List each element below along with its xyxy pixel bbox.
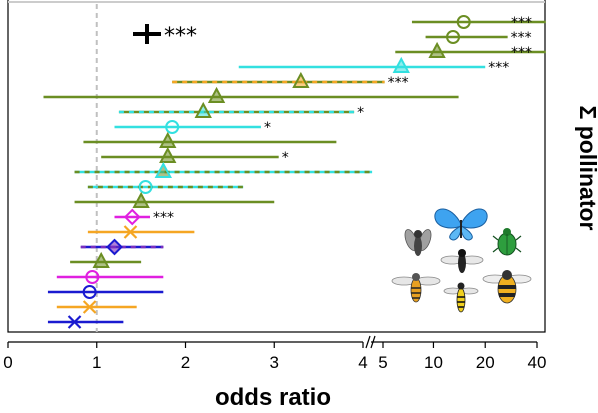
hoverfly-icon <box>391 273 441 303</box>
row-4: *** <box>238 56 509 76</box>
estimate-triangle <box>132 191 150 208</box>
axis-break-b <box>370 335 376 349</box>
estimate-triangle <box>159 146 177 163</box>
significance-label: *** <box>153 210 174 226</box>
row-15 <box>87 225 195 239</box>
green-beetle-icon <box>492 228 522 256</box>
insect-icons <box>391 208 532 313</box>
axis-break-a <box>365 335 371 349</box>
significance-label: * <box>357 105 364 121</box>
row-3: *** <box>395 41 546 61</box>
significance-label: * <box>282 150 289 166</box>
striped-hoverfly-icon <box>443 282 479 313</box>
estimate-triangle <box>194 101 212 118</box>
estimate-triangle <box>92 251 110 268</box>
estimate-triangle <box>159 131 177 148</box>
x-tick-label: 10 <box>424 353 443 372</box>
significance-label: * <box>264 120 271 136</box>
estimate-diamond <box>123 208 141 226</box>
row-11 <box>74 161 373 178</box>
estimate-circle <box>446 30 461 44</box>
x-tick-label: 1 <box>92 353 101 372</box>
estimate-x-b <box>67 315 82 329</box>
significance-label: *** <box>488 60 509 76</box>
grey-fly-icon <box>404 229 432 256</box>
row-13 <box>74 191 275 208</box>
x-tick-label: 4 <box>358 353 367 372</box>
estimate-circle <box>456 15 471 29</box>
black-white-fly-icon <box>440 249 484 273</box>
x-tick-label: 40 <box>528 353 547 372</box>
significance-label: *** <box>388 75 409 91</box>
estimate-diamond <box>106 238 123 256</box>
row-21 <box>47 315 124 329</box>
bumblebee-icon <box>482 270 532 304</box>
legend-label: *** <box>164 24 197 49</box>
row-17 <box>70 251 142 268</box>
estimate-circle <box>82 285 97 299</box>
row-16 <box>80 238 164 256</box>
row-10: * <box>101 146 289 166</box>
significance-label: *** <box>511 45 532 61</box>
estimate-triangle <box>392 56 410 73</box>
blue-butterfly-icon <box>434 208 488 241</box>
estimate-triangle <box>154 161 172 178</box>
estimate-triangle <box>207 86 226 103</box>
estimate-triangle <box>292 71 310 88</box>
x-tick-label: 0 <box>3 353 12 372</box>
row-12 <box>87 180 244 194</box>
row-1: *** <box>411 15 546 31</box>
significance-label: *** <box>511 30 532 46</box>
x-tick-label: 20 <box>476 353 495 372</box>
x-tick-label: 5 <box>378 353 387 372</box>
estimate-x-b <box>82 300 97 314</box>
plot-frame <box>7 0 546 333</box>
estimate-circle <box>138 180 153 194</box>
x-tick-label: 3 <box>270 353 279 372</box>
row-20 <box>56 300 137 314</box>
row-19 <box>47 285 164 299</box>
estimate-triangle <box>428 41 446 58</box>
row-2: *** <box>425 30 532 46</box>
row-14: *** <box>114 208 174 226</box>
estimate-circle <box>85 270 100 284</box>
row-6 <box>43 86 459 103</box>
row-18 <box>56 270 164 284</box>
row-5: *** <box>172 71 409 91</box>
x-tick-label: 2 <box>181 353 190 372</box>
x-axis-title: odds ratio <box>215 384 331 411</box>
estimate-circle <box>165 120 180 134</box>
row-8: * <box>114 120 271 136</box>
row-7: * <box>118 101 364 121</box>
side-title: Σ pollinator <box>575 106 598 231</box>
row-9 <box>83 131 337 148</box>
estimate-x-b <box>123 225 138 239</box>
significance-label: *** <box>511 15 532 31</box>
